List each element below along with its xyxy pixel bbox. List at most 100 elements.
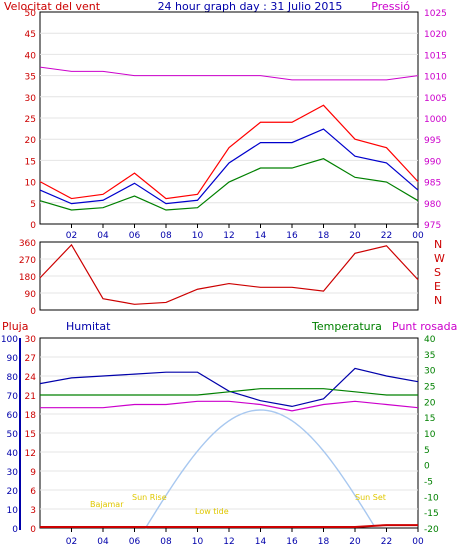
panel1-left-tick: 35 — [25, 73, 36, 83]
panel3-temp-tick: 30 — [424, 367, 436, 377]
humidity-line — [39, 367, 419, 408]
panel1-x-tick: 20 — [349, 231, 361, 241]
panel1-left-tick: 25 — [25, 115, 36, 125]
panel3-temp-tick: 25 — [424, 383, 435, 393]
panel3-temp-tick: 15 — [424, 414, 435, 424]
panel3-temp-tick: 10 — [424, 430, 436, 440]
panel3-temp-tick: -15 — [424, 509, 439, 519]
panel3-humidity-tick: 40 — [7, 449, 19, 459]
panel2-left-tick: 180 — [19, 273, 36, 283]
panel3-rain-tick: 6 — [30, 487, 36, 497]
panel3-x-tick: 18 — [318, 537, 330, 547]
panel3-humidity-tick: 100 — [1, 335, 18, 345]
panel3-x-tick: 20 — [349, 537, 361, 547]
panel1-x-tick: 08 — [160, 231, 172, 241]
panel1-left-tick: 30 — [25, 94, 37, 104]
sunset-annotation: Sun Set — [355, 493, 386, 502]
panel1-x-tick: 14 — [255, 231, 267, 241]
panel3-rain-tick: 15 — [25, 430, 36, 440]
dew-point-line — [40, 400, 419, 412]
panel1-right-tick: 1015 — [424, 51, 447, 61]
panel3-humidity-axis: 0 10 20 30 40 50 60 70 80 90 100 — [1, 335, 18, 535]
panel3-rain-axis: 0 3 6 9 12 15 18 21 24 27 30 — [25, 335, 37, 535]
panel1-right-tick: 1020 — [424, 30, 447, 40]
panel3-rain-tick: 24 — [25, 373, 37, 383]
pressure-series-line — [39, 66, 419, 81]
panel1-x-tick: 22 — [381, 231, 392, 241]
panel2-compass-label: E — [434, 280, 441, 293]
panel3-humidity-tick: 50 — [7, 430, 19, 440]
panel3-temp-tick: 35 — [424, 351, 435, 361]
panel2-left-tick: 270 — [19, 256, 36, 266]
panel2-left-axis: 0 90 180 270 360 — [19, 239, 36, 317]
panel3-rain-tick: 0 — [30, 525, 36, 535]
panel2-left-tick: 90 — [25, 290, 37, 300]
panel3-x-tick: 02 — [66, 537, 77, 547]
panel1-x-tick: 00 — [412, 231, 424, 241]
panel1-right-tick: 990 — [424, 157, 441, 167]
bajamar-2-annotation: Low tide — [195, 507, 229, 516]
bajamar-1-annotation: Bajamar — [90, 500, 124, 509]
panel3-humidity-tick: 80 — [7, 373, 19, 383]
panel1-left-tick: 10 — [25, 179, 37, 189]
temperature-label: Temperatura — [311, 320, 382, 333]
dew-point-label: Punt rosada — [392, 320, 457, 333]
wind-speed-line — [39, 104, 419, 200]
panel3-humidity-tick: 70 — [7, 392, 19, 402]
panel3-humidity-tick: 0 — [12, 525, 18, 535]
panel1-left-tick: 40 — [25, 51, 37, 61]
wind-average-line — [39, 128, 419, 205]
panel3-temp-tick: 5 — [424, 446, 430, 456]
panel3-x-tick: 00 — [412, 537, 424, 547]
panel3-temp-axis: -20 -15 -10 -5 0 5 10 15 20 25 30 35 40 — [424, 335, 439, 535]
panel3-rain-tick: 27 — [25, 354, 36, 364]
panel1-left-axis: 0 5 10 15 20 25 30 35 40 45 50 — [25, 9, 37, 231]
panel3-temp-tick: -10 — [424, 493, 439, 503]
panel3-temp-tick: 40 — [424, 335, 436, 345]
panel3-temp-tick: 0 — [424, 462, 430, 472]
panel1-right-axis: 975 980 985 990 995 1000 1005 1010 1015 1020 1025 — [424, 9, 447, 231]
panel1-x-tick: 06 — [129, 231, 141, 241]
panel3-rain-tick: 30 — [25, 335, 37, 345]
panel1-right-tick: 1005 — [424, 94, 447, 104]
panel2-compass-label: S — [434, 266, 441, 279]
panel3-x-tick: 04 — [97, 537, 109, 547]
panel1-x-tick: 04 — [97, 231, 109, 241]
panel3-grid — [40, 356, 418, 510]
panel1-right-tick: 1025 — [424, 9, 447, 19]
humidity-label: Humitat — [66, 320, 111, 333]
wind-speed-low-line — [39, 158, 419, 211]
panel3-humidity-tick: 90 — [7, 354, 19, 364]
panel1-x-tick: 02 — [66, 231, 77, 241]
panel3-rain-tick: 21 — [25, 392, 36, 402]
panel3-temp-tick: -20 — [424, 525, 439, 535]
rain-label: Pluja — [2, 320, 28, 333]
panel2-grid — [40, 258, 418, 294]
rain-line — [40, 524, 418, 528]
panel1-left-tick: 0 — [30, 221, 36, 231]
panel2-series — [39, 243, 419, 305]
panel1-right-tick: 1000 — [424, 115, 447, 125]
panel3-x-tick: 08 — [160, 537, 172, 547]
panel3-x-axis: 02 04 06 08 10 12 14 16 18 20 22 00 — [66, 528, 424, 547]
panel1-x-tick: 10 — [192, 231, 204, 241]
panel3-x-tick: 10 — [192, 537, 204, 547]
panel1-left-tick: 45 — [25, 30, 36, 40]
panel3-series — [39, 367, 419, 529]
panel1-grid — [40, 32, 418, 204]
panel2-compass-label: N — [434, 294, 442, 307]
panel3-humidity-tick: 10 — [7, 506, 19, 516]
panel3-x-tick: 12 — [223, 537, 234, 547]
panel1-series — [39, 66, 419, 211]
panel3-x-tick: 14 — [255, 537, 267, 547]
graph-title: 24 hour graph day : 31 Julio 2015 — [158, 0, 343, 13]
panel1-left-tick: 50 — [25, 9, 37, 19]
sunrise-annotation: Sun Rise — [132, 493, 167, 502]
panel3-x-tick: 16 — [286, 537, 298, 547]
panel1-right-tick: 980 — [424, 200, 441, 210]
panel3-humidity-tick: 30 — [7, 468, 19, 478]
panel1-right-tick: 985 — [424, 179, 441, 189]
panel3-x-tick: 22 — [381, 537, 392, 547]
